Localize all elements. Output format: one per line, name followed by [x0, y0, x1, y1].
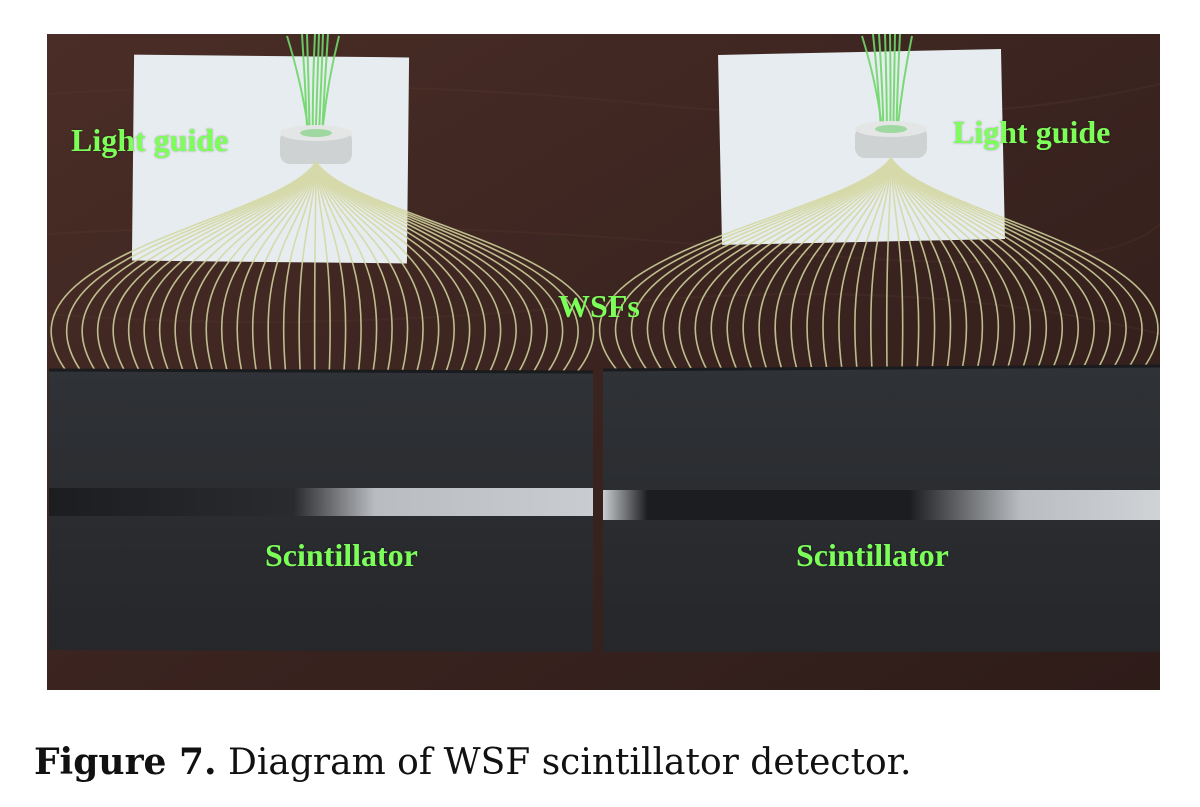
- caption-text: Diagram of WSF scintillator detector.: [228, 742, 912, 783]
- wsf-fiber: [315, 161, 424, 373]
- wsf-fiber: [869, 157, 892, 371]
- wsf-fiber: [890, 157, 1063, 371]
- light-guide-panel-left: [131, 54, 410, 264]
- wsf-fiber: [726, 157, 892, 371]
- wsf-fiber: [81, 161, 317, 373]
- connector-right: [855, 121, 927, 158]
- wsf-fiber: [710, 157, 892, 371]
- figure-caption: Figure 7. Diagram of WSF scintillator de…: [34, 744, 911, 781]
- wsf-fiber: [159, 161, 317, 373]
- wsf-fiber: [694, 157, 892, 371]
- wsf-fiber: [267, 161, 317, 373]
- wsf-fiber: [50, 161, 317, 373]
- wsf-fiber: [890, 157, 920, 371]
- wsf-fiber: [890, 157, 1047, 371]
- wsf-fiber: [598, 157, 892, 371]
- wsf-fiber: [890, 157, 968, 371]
- wsf-fiber: [838, 157, 892, 371]
- wsf-fiber: [315, 161, 362, 373]
- wsf-fibers-left: [50, 161, 595, 373]
- detector-photo: Light guide Light guide WSFs Scintillato…: [47, 34, 1160, 690]
- wsf-fiber: [890, 157, 936, 371]
- wsf-fiber: [315, 161, 440, 373]
- wsf-fiber: [315, 161, 486, 373]
- wsf-fiber: [236, 161, 317, 373]
- light-guide-label-left: Light guide: [71, 122, 229, 158]
- wsf-fiber: [315, 161, 502, 373]
- wsf-fiber: [885, 157, 892, 371]
- wsf-fiber: [890, 157, 1015, 371]
- wsf-fiber: [220, 161, 317, 373]
- wsf-fiber: [315, 161, 393, 373]
- wsf-fiber: [662, 157, 892, 371]
- wsf-fiber: [315, 161, 517, 373]
- wsf-fiber: [822, 157, 892, 371]
- wsf-fiber: [65, 161, 317, 373]
- wsf-fiber: [890, 157, 1031, 371]
- wsf-fiber: [614, 157, 892, 371]
- wsf-fiber: [315, 161, 595, 373]
- wsf-fiber: [806, 157, 892, 371]
- wsf-fiber: [646, 157, 892, 371]
- wsf-fiber: [315, 161, 548, 373]
- wsf-fiber: [890, 157, 1095, 371]
- wsf-fiber: [890, 157, 952, 371]
- wsf-fiber: [315, 161, 347, 373]
- wsf-fiber: [890, 157, 1079, 371]
- wsf-fiber: [890, 157, 1159, 371]
- wsf-fiber: [315, 161, 533, 373]
- wsf-fiber: [282, 161, 317, 373]
- wsf-fiber: [315, 161, 455, 373]
- wsf-fiber: [890, 157, 1111, 371]
- scintillator-label-left: Scintillator: [265, 537, 418, 573]
- wsf-fiber: [854, 157, 892, 371]
- wsf-fiber: [128, 161, 317, 373]
- wsf-fiber: [190, 161, 317, 373]
- figure-number: Figure 7.: [34, 741, 217, 783]
- wsf-fiber: [678, 157, 892, 371]
- connector-left: [280, 125, 352, 164]
- wsf-fiber: [205, 161, 317, 373]
- wsf-fiber: [890, 157, 1000, 371]
- scintillator-label-right: Scintillator: [796, 537, 949, 573]
- wsf-fiber: [890, 157, 904, 371]
- wsf-fiber: [298, 161, 317, 373]
- wsf-fiber: [315, 161, 378, 373]
- wsf-fiber: [112, 161, 317, 373]
- wsfs-label: WSFs: [558, 288, 640, 324]
- light-guide-label-right: Light guide: [953, 114, 1111, 150]
- wsf-fiber: [890, 157, 984, 371]
- wsf-fiber: [315, 161, 409, 373]
- photo-drawing: [47, 34, 1160, 690]
- wsf-fiber: [890, 157, 1127, 371]
- wsf-fibers-right: [598, 157, 1159, 371]
- wsf-fiber: [313, 161, 317, 373]
- wsf-fiber: [174, 161, 317, 373]
- wsf-fiber: [251, 161, 317, 373]
- wsf-fiber: [790, 157, 892, 371]
- wsf-fiber: [758, 157, 892, 371]
- scintillator-left: [48, 368, 594, 652]
- wsf-fiber: [315, 161, 331, 373]
- wsf-fiber: [143, 161, 317, 373]
- wsf-fiber: [315, 161, 471, 373]
- wsf-fiber: [774, 157, 892, 371]
- scintillator-right: [602, 364, 1160, 652]
- wsf-fiber: [742, 157, 892, 371]
- wsf-fiber: [96, 161, 317, 373]
- wsf-fiber: [630, 157, 892, 371]
